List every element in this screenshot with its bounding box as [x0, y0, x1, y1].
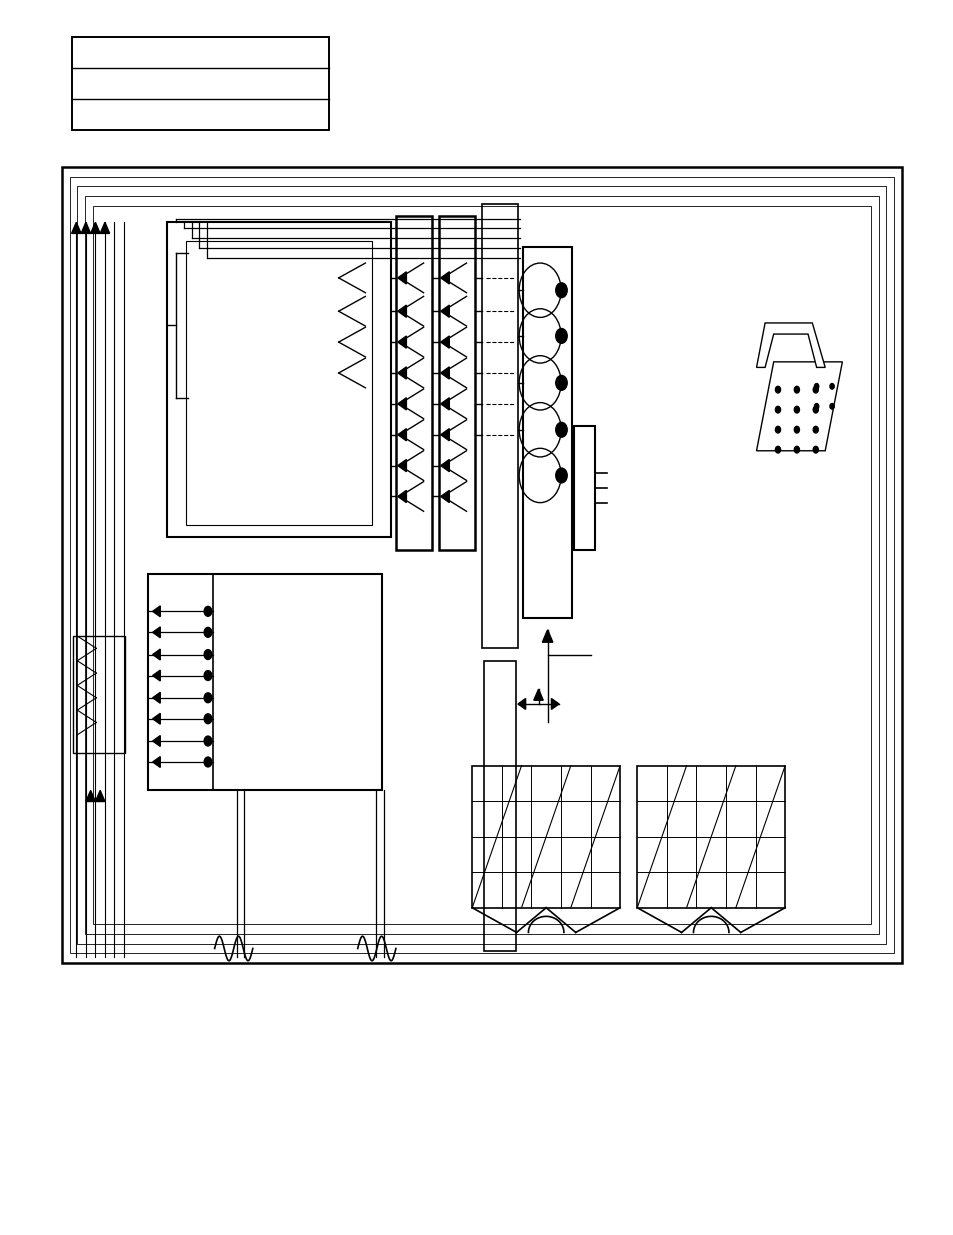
Polygon shape	[152, 671, 160, 680]
Circle shape	[812, 406, 818, 412]
Polygon shape	[95, 790, 105, 802]
Bar	[186, 241, 372, 525]
Bar	[574, 426, 595, 550]
Bar	[92, 206, 870, 924]
Polygon shape	[100, 222, 110, 233]
Circle shape	[829, 384, 833, 389]
Polygon shape	[440, 490, 449, 503]
Circle shape	[556, 283, 567, 298]
Circle shape	[204, 736, 212, 746]
Circle shape	[556, 422, 567, 437]
Bar	[395, 216, 432, 550]
Circle shape	[204, 671, 212, 680]
Circle shape	[204, 650, 212, 659]
Polygon shape	[152, 757, 160, 767]
Bar	[483, 661, 516, 951]
Circle shape	[204, 693, 212, 703]
Polygon shape	[397, 429, 406, 441]
Polygon shape	[551, 699, 558, 709]
Polygon shape	[81, 222, 91, 233]
Circle shape	[775, 426, 780, 433]
Circle shape	[814, 404, 818, 409]
Polygon shape	[756, 324, 824, 368]
Polygon shape	[440, 459, 449, 472]
Circle shape	[775, 406, 780, 412]
Polygon shape	[440, 398, 449, 410]
Circle shape	[794, 387, 799, 393]
Bar	[85, 196, 878, 934]
Polygon shape	[397, 305, 406, 317]
Polygon shape	[440, 429, 449, 441]
Polygon shape	[86, 790, 95, 802]
Circle shape	[812, 446, 818, 453]
Bar	[70, 177, 893, 953]
Bar	[62, 167, 901, 963]
Bar	[72, 636, 125, 753]
Polygon shape	[440, 367, 449, 379]
Polygon shape	[152, 627, 160, 637]
Bar	[637, 766, 784, 908]
Circle shape	[812, 426, 818, 433]
Bar	[472, 766, 619, 908]
Circle shape	[204, 757, 212, 767]
Polygon shape	[397, 459, 406, 472]
Circle shape	[556, 329, 567, 343]
Circle shape	[775, 446, 780, 453]
Polygon shape	[397, 367, 406, 379]
Circle shape	[556, 468, 567, 483]
Bar	[522, 247, 572, 618]
Circle shape	[775, 387, 780, 393]
Circle shape	[204, 606, 212, 616]
Polygon shape	[397, 272, 406, 284]
Polygon shape	[534, 689, 542, 700]
Bar	[148, 574, 213, 790]
Polygon shape	[71, 222, 81, 233]
Bar	[167, 222, 391, 537]
Circle shape	[829, 404, 833, 409]
Circle shape	[814, 384, 818, 389]
Polygon shape	[152, 606, 160, 616]
Bar	[148, 574, 381, 790]
Bar	[77, 186, 885, 944]
Circle shape	[794, 446, 799, 453]
Bar	[438, 216, 475, 550]
Polygon shape	[152, 736, 160, 746]
Circle shape	[204, 627, 212, 637]
Polygon shape	[756, 362, 841, 451]
Circle shape	[204, 714, 212, 724]
Circle shape	[794, 426, 799, 433]
Polygon shape	[152, 650, 160, 659]
Circle shape	[556, 375, 567, 390]
Polygon shape	[91, 222, 100, 233]
Polygon shape	[152, 693, 160, 703]
Polygon shape	[517, 699, 525, 709]
Circle shape	[794, 406, 799, 412]
Polygon shape	[397, 398, 406, 410]
Circle shape	[812, 387, 818, 393]
Polygon shape	[440, 336, 449, 348]
Polygon shape	[152, 714, 160, 724]
Polygon shape	[397, 336, 406, 348]
Polygon shape	[440, 305, 449, 317]
Bar	[481, 204, 517, 648]
Polygon shape	[440, 272, 449, 284]
Polygon shape	[397, 490, 406, 503]
Bar	[71, 37, 329, 130]
Polygon shape	[542, 630, 553, 642]
